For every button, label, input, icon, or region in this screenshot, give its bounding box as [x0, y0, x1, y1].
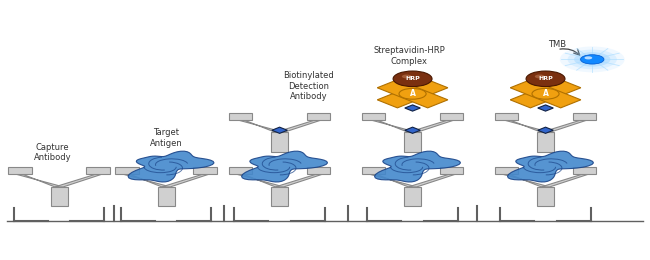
Circle shape	[580, 55, 604, 64]
Polygon shape	[573, 113, 596, 120]
Polygon shape	[504, 120, 550, 132]
Polygon shape	[128, 151, 214, 182]
Polygon shape	[193, 167, 216, 174]
Text: HRP: HRP	[538, 76, 553, 81]
Polygon shape	[537, 187, 554, 206]
Polygon shape	[374, 151, 460, 182]
Polygon shape	[405, 105, 421, 111]
Polygon shape	[237, 120, 284, 132]
Polygon shape	[370, 120, 417, 132]
Polygon shape	[440, 113, 463, 120]
Polygon shape	[124, 174, 170, 187]
Polygon shape	[17, 174, 63, 187]
Text: A: A	[410, 89, 415, 98]
Polygon shape	[158, 187, 174, 206]
Polygon shape	[541, 120, 588, 132]
Polygon shape	[271, 187, 288, 206]
Polygon shape	[404, 132, 421, 152]
Text: Target
Antigen: Target Antigen	[150, 128, 183, 148]
Polygon shape	[162, 174, 208, 187]
Text: HRP: HRP	[405, 76, 420, 81]
Polygon shape	[504, 174, 550, 187]
Circle shape	[526, 71, 565, 87]
Polygon shape	[229, 167, 252, 174]
Polygon shape	[307, 167, 330, 174]
Polygon shape	[271, 132, 288, 152]
Text: Biotinylated
Detection
Antibody: Biotinylated Detection Antibody	[283, 71, 334, 101]
Polygon shape	[510, 80, 581, 108]
Polygon shape	[573, 167, 596, 174]
Polygon shape	[362, 113, 385, 120]
Polygon shape	[242, 151, 328, 182]
Polygon shape	[237, 174, 284, 187]
Polygon shape	[276, 174, 322, 187]
Polygon shape	[440, 167, 463, 174]
Polygon shape	[495, 167, 518, 174]
Text: TMB: TMB	[548, 40, 566, 49]
Polygon shape	[116, 167, 139, 174]
Text: A: A	[543, 89, 549, 98]
Polygon shape	[508, 151, 593, 182]
Polygon shape	[86, 167, 110, 174]
Circle shape	[560, 47, 625, 72]
Polygon shape	[229, 113, 252, 120]
Polygon shape	[8, 167, 32, 174]
Polygon shape	[307, 113, 330, 120]
Polygon shape	[272, 127, 287, 133]
Polygon shape	[51, 187, 68, 206]
Circle shape	[579, 54, 605, 64]
Polygon shape	[55, 174, 101, 187]
Text: Capture
Antibody: Capture Antibody	[34, 143, 72, 162]
Circle shape	[393, 71, 432, 87]
Circle shape	[567, 50, 617, 69]
Circle shape	[399, 88, 426, 99]
Polygon shape	[370, 174, 417, 187]
Polygon shape	[408, 120, 454, 132]
Polygon shape	[362, 167, 385, 174]
Circle shape	[532, 88, 559, 99]
Polygon shape	[404, 187, 421, 206]
Circle shape	[584, 56, 592, 59]
Circle shape	[574, 52, 610, 67]
Polygon shape	[538, 105, 553, 111]
Polygon shape	[408, 174, 454, 187]
Polygon shape	[537, 132, 554, 152]
Polygon shape	[541, 174, 588, 187]
Polygon shape	[495, 113, 518, 120]
Polygon shape	[405, 127, 421, 133]
Polygon shape	[377, 80, 448, 108]
Polygon shape	[510, 80, 581, 108]
Polygon shape	[538, 127, 553, 133]
Polygon shape	[276, 120, 322, 132]
Circle shape	[535, 75, 545, 79]
Circle shape	[402, 75, 411, 79]
Polygon shape	[377, 80, 448, 108]
Text: Streptavidin-HRP
Complex: Streptavidin-HRP Complex	[374, 47, 445, 66]
